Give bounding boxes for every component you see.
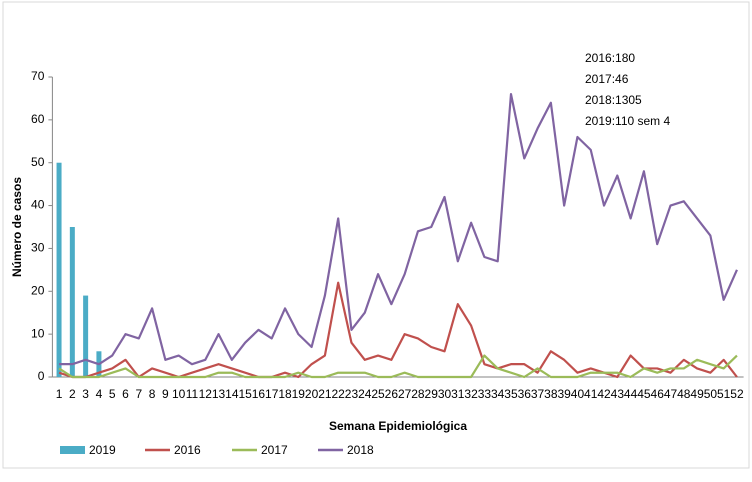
x-tick-label: 45 (637, 387, 651, 401)
x-tick-label: 7 (135, 387, 142, 401)
x-tick-label: 18 (278, 387, 292, 401)
x-tick-label: 19 (292, 387, 306, 401)
y-tick-label: 10 (31, 326, 45, 340)
x-tick-label: 50 (704, 387, 718, 401)
x-tick-label: 30 (438, 387, 452, 401)
x-tick-label: 51 (717, 387, 731, 401)
x-tick-label: 36 (518, 387, 532, 401)
line (58, 354, 738, 379)
y-tick-label: 60 (31, 112, 45, 126)
bar (56, 162, 62, 377)
y-tick-label: 30 (31, 241, 45, 255)
x-tick-label: 24 (358, 387, 372, 401)
x-tick-label: 29 (425, 387, 439, 401)
x-tick-label: 52 (730, 387, 744, 401)
x-tick-label: 6 (122, 387, 129, 401)
annotation: 2016:180 (585, 51, 635, 65)
x-tick-label: 8 (149, 387, 156, 401)
legend-label: 2016 (174, 443, 201, 457)
annotation: 2018:1305 (585, 93, 642, 107)
x-tick-label: 33 (478, 387, 492, 401)
x-tick-label: 12 (199, 387, 213, 401)
x-tick-label: 23 (345, 387, 359, 401)
x-tick-label: 32 (464, 387, 478, 401)
y-tick-label: 70 (31, 69, 45, 83)
legend-swatch (60, 446, 85, 454)
annotation: 2019:110 sem 4 (585, 114, 670, 128)
y-tick-label: 20 (31, 283, 45, 297)
x-tick-label: 4 (96, 387, 103, 401)
x-tick-label: 22 (332, 387, 346, 401)
line (58, 281, 738, 379)
x-tick-label: 11 (186, 387, 199, 401)
y-tick-label: 50 (31, 155, 45, 169)
x-tick-label: 10 (172, 387, 186, 401)
x-tick-label: 14 (225, 387, 239, 401)
x-tick-label: 31 (451, 387, 465, 401)
chart-frame (2, 1, 750, 469)
x-tick-label: 21 (318, 387, 332, 401)
x-tick-label: 49 (690, 387, 704, 401)
y-tick-label: 0 (38, 369, 45, 383)
x-tick-label: 47 (664, 387, 678, 401)
x-tick-label: 26 (385, 387, 399, 401)
x-tick-label: 5 (109, 387, 116, 401)
x-tick-label: 20 (305, 387, 319, 401)
x-tick-label: 28 (411, 387, 425, 401)
x-tick-label: 13 (212, 387, 226, 401)
x-tick-label: 35 (504, 387, 518, 401)
x-tick-label: 9 (162, 387, 169, 401)
x-tick-label: 48 (677, 387, 691, 401)
x-tick-label: 41 (584, 387, 598, 401)
x-tick-label: 25 (371, 387, 385, 401)
line (59, 93, 738, 366)
x-tick-label: 39 (557, 387, 571, 401)
x-tick-label: 2 (69, 387, 76, 401)
x-tick-label: 37 (531, 387, 545, 401)
legend-label: 2018 (347, 443, 374, 457)
x-tick-label: 1 (56, 387, 63, 401)
y-tick-label: 40 (31, 198, 45, 212)
x-tick-label: 15 (238, 387, 252, 401)
legend-label: 2017 (261, 443, 288, 457)
x-tick-label: 38 (544, 387, 558, 401)
x-tick-label: 3 (82, 387, 89, 401)
x-tick-label: 46 (651, 387, 665, 401)
legend-label: 2019 (89, 443, 116, 457)
y-axis-title: Número de casos (10, 177, 24, 277)
x-tick-label: 16 (252, 387, 266, 401)
annotation: 2017:46 (585, 72, 629, 86)
x-tick-label: 34 (491, 387, 505, 401)
x-axis-title: Semana Epidemiológica (329, 419, 467, 433)
x-tick-label: 44 (624, 387, 638, 401)
bar (83, 295, 89, 377)
x-tick-label: 43 (611, 387, 625, 401)
x-tick-label: 42 (597, 387, 611, 401)
x-tick-label: 40 (571, 387, 585, 401)
x-tick-label: 17 (265, 387, 279, 401)
x-tick-label: 27 (398, 387, 412, 401)
bar (69, 227, 75, 377)
